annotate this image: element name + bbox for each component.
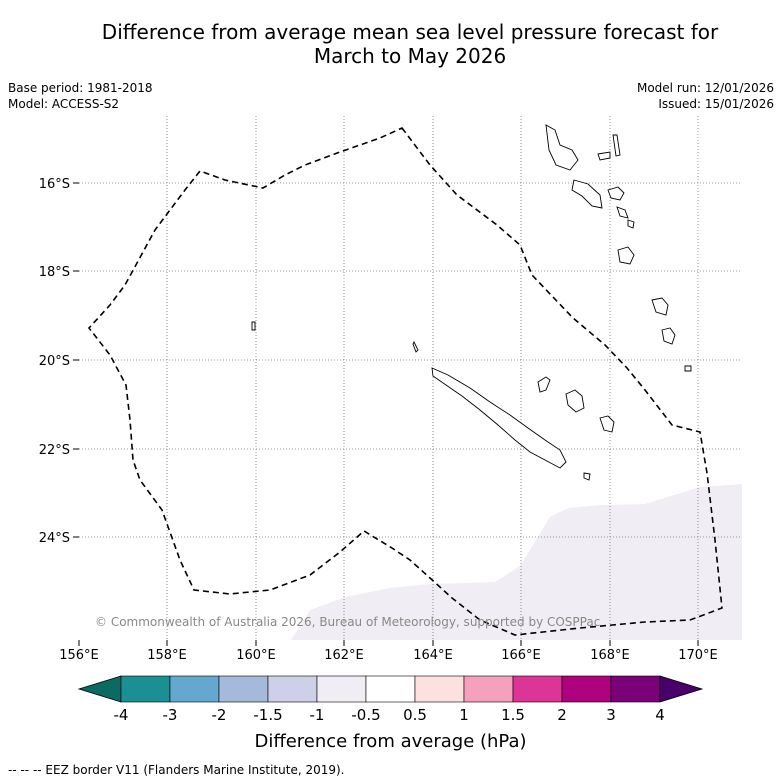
- vanuatu-tanna: [651, 297, 669, 316]
- issued-date: Issued: 15/01/2026: [658, 97, 774, 111]
- colorbar-segment-6: [414, 675, 465, 703]
- island-loyalty-1: [537, 376, 551, 393]
- vanuatu-efate: [607, 186, 625, 201]
- colorbar-segment-0: [120, 675, 171, 703]
- colorbar-segment-4: [316, 675, 367, 703]
- island-loyalty-3: [599, 415, 615, 433]
- base-period: Base period: 1981-2018: [8, 81, 153, 95]
- model-run: Model run: 12/01/2026: [636, 81, 774, 95]
- island-belep: [412, 340, 419, 353]
- colorbar-tick-4: -1: [310, 706, 325, 724]
- vanuatu-small-2: [627, 219, 635, 229]
- colorbar-tick-8: 1.5: [501, 706, 525, 724]
- vanuatu-espiritu-santo: [545, 124, 579, 171]
- axis-ticks: [73, 182, 699, 646]
- colorbar-tick-11: 4: [655, 706, 665, 724]
- vanuatu-malekula: [571, 179, 603, 209]
- eez-legend-footer: -- -- -- EEZ border V11 (Flanders Marine…: [8, 763, 345, 777]
- lon-label-162: 162°E: [324, 648, 364, 663]
- colorbar-segment-8: [512, 675, 563, 703]
- lat-label-16: 16°S: [39, 177, 70, 192]
- colorbar-tick-7: 1: [459, 706, 469, 724]
- island-loyalty-2: [565, 389, 585, 413]
- colorbar-label: Difference from average (hPa): [254, 731, 527, 752]
- lat-label-20: 20°S: [39, 354, 70, 369]
- colorbar-segment-2: [218, 675, 269, 703]
- vanuatu-ambae: [597, 151, 611, 161]
- anomaly-region: [291, 484, 742, 640]
- lon-label-156: 156°E: [59, 648, 99, 663]
- island-isle-of-pines: [583, 472, 591, 481]
- lon-label-168: 168°E: [590, 648, 630, 663]
- title-line-1: Difference from average mean sea level p…: [101, 20, 719, 44]
- colorbar-tick-6: 0.5: [403, 706, 427, 724]
- colorbar-tick-2: -2: [212, 706, 227, 724]
- colorbar-segment-7: [463, 675, 514, 703]
- vanuatu-small-1: [616, 206, 629, 219]
- copyright-notice: © Commonwealth of Australia 2026, Bureau…: [95, 615, 600, 629]
- colorbar-segment-3: [267, 675, 318, 703]
- new-caledonia-grande-terre: [431, 367, 567, 469]
- colorbar-segment-1: [169, 675, 220, 703]
- vanuatu-erromango: [617, 246, 635, 265]
- island-chesterfield-1: [251, 321, 256, 331]
- colorbar-tick-5: -0.5: [351, 706, 380, 724]
- island-matthew: [684, 365, 692, 372]
- colorbar-tick-1: -3: [163, 706, 178, 724]
- lon-label-166: 166°E: [501, 648, 541, 663]
- colorbar-over-arrow: [659, 675, 704, 703]
- lon-label-160: 160°E: [236, 648, 276, 663]
- vanuatu-maewo: [612, 134, 621, 157]
- lon-label-158: 158°E: [147, 648, 187, 663]
- colorbar-tick-10: 3: [606, 706, 616, 724]
- colorbar-tick-9: 2: [557, 706, 567, 724]
- colorbar-segment-10: [610, 675, 661, 703]
- colorbar-tick-3: -1.5: [253, 706, 282, 724]
- eez-border: [87, 127, 723, 636]
- colorbar-under-arrow: [77, 675, 122, 703]
- lat-label-24: 24°S: [39, 531, 70, 546]
- colorbar: -4 -3 -2 -1.5 -1 -0.5 0.5 1 1.5 2 3 4: [77, 675, 704, 724]
- colorbar-segment-9: [561, 675, 612, 703]
- vanuatu-aneityum: [661, 327, 676, 345]
- colorbar-tick-0: -4: [114, 706, 129, 724]
- lon-label-164: 164°E: [413, 648, 453, 663]
- title-line-2: March to May 2026: [313, 44, 507, 68]
- lat-label-18: 18°S: [39, 265, 70, 280]
- lon-label-170: 170°E: [678, 648, 718, 663]
- landmasses: [251, 124, 692, 481]
- grid-lines: [79, 116, 742, 640]
- colorbar-segment-5: [365, 675, 416, 703]
- lat-label-22: 22°S: [39, 443, 70, 458]
- model-name: Model: ACCESS-S2: [8, 97, 120, 111]
